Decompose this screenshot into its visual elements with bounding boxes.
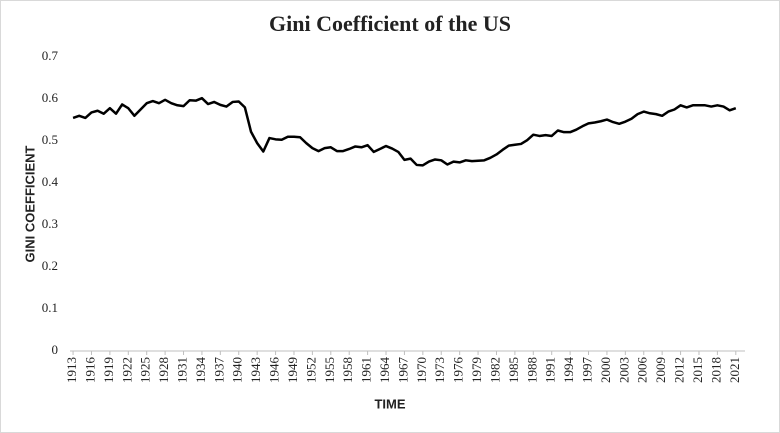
x-tick-label: 1979 (469, 357, 484, 383)
line-series (72, 96, 737, 167)
x-tick-label: 1976 (451, 357, 466, 384)
x-tick-label: 2009 (653, 357, 668, 383)
x-tick-label: 2012 (672, 357, 687, 383)
y-tick-label: 0.6 (42, 90, 59, 105)
x-tick-label: 2000 (598, 357, 613, 383)
x-tick-label: 1967 (395, 357, 410, 384)
y-tick-label: 0.7 (42, 48, 59, 63)
x-tick-label: 1964 (377, 357, 392, 384)
x-tick-label: 1961 (359, 357, 374, 383)
x-tick-label: 1925 (138, 357, 153, 383)
x-tick-label: 1916 (82, 357, 97, 384)
x-tick-label: 1970 (414, 357, 429, 383)
x-tick-label: 1913 (64, 357, 79, 383)
x-tick-label: 1946 (267, 357, 282, 384)
x-tick-label: 1955 (322, 357, 337, 383)
x-tick-label: 1922 (119, 357, 134, 383)
x-tick-label: 1997 (580, 357, 595, 384)
x-tick-label: 1958 (340, 357, 355, 383)
x-tick-label: 2015 (690, 357, 705, 383)
y-tick-label: 0.3 (42, 216, 58, 231)
x-tick-label: 1949 (285, 357, 300, 383)
x-tick-label: 1934 (193, 357, 208, 384)
x-tick-label: 1931 (175, 357, 190, 383)
x-tick-label: 1973 (432, 357, 447, 383)
x-tick-label: 1919 (101, 357, 116, 383)
x-axis-title: TIME (374, 396, 405, 411)
x-tick-label: 1994 (561, 357, 576, 384)
x-tick-label: 1952 (303, 357, 318, 383)
x-tick-label: 1985 (506, 357, 521, 383)
x-tick-label: 1991 (543, 357, 558, 383)
x-tick-label: 1943 (248, 357, 263, 383)
x-tick-label: 1982 (487, 357, 502, 383)
x-tick-label: 2018 (708, 357, 723, 383)
x-tick-label: 1940 (230, 357, 245, 383)
y-tick-label: 0.4 (42, 174, 59, 189)
y-tick-label: 0 (52, 342, 59, 357)
y-tick-label: 0.5 (42, 132, 58, 147)
y-tick-label: 0.1 (42, 300, 58, 315)
x-tick-label: 2006 (635, 357, 650, 384)
y-tick-label: 0.2 (42, 258, 58, 273)
chart-title: Gini Coefficient of the US (269, 11, 511, 36)
x-tick-label: 2003 (616, 357, 631, 383)
x-tick-label: 1988 (524, 357, 539, 383)
x-tick-label: 2021 (727, 357, 742, 383)
x-tick-label: 1937 (211, 357, 226, 384)
y-axis-title: GINI COEFFICIENT (22, 145, 37, 262)
x-tick-label: 1928 (156, 357, 171, 383)
